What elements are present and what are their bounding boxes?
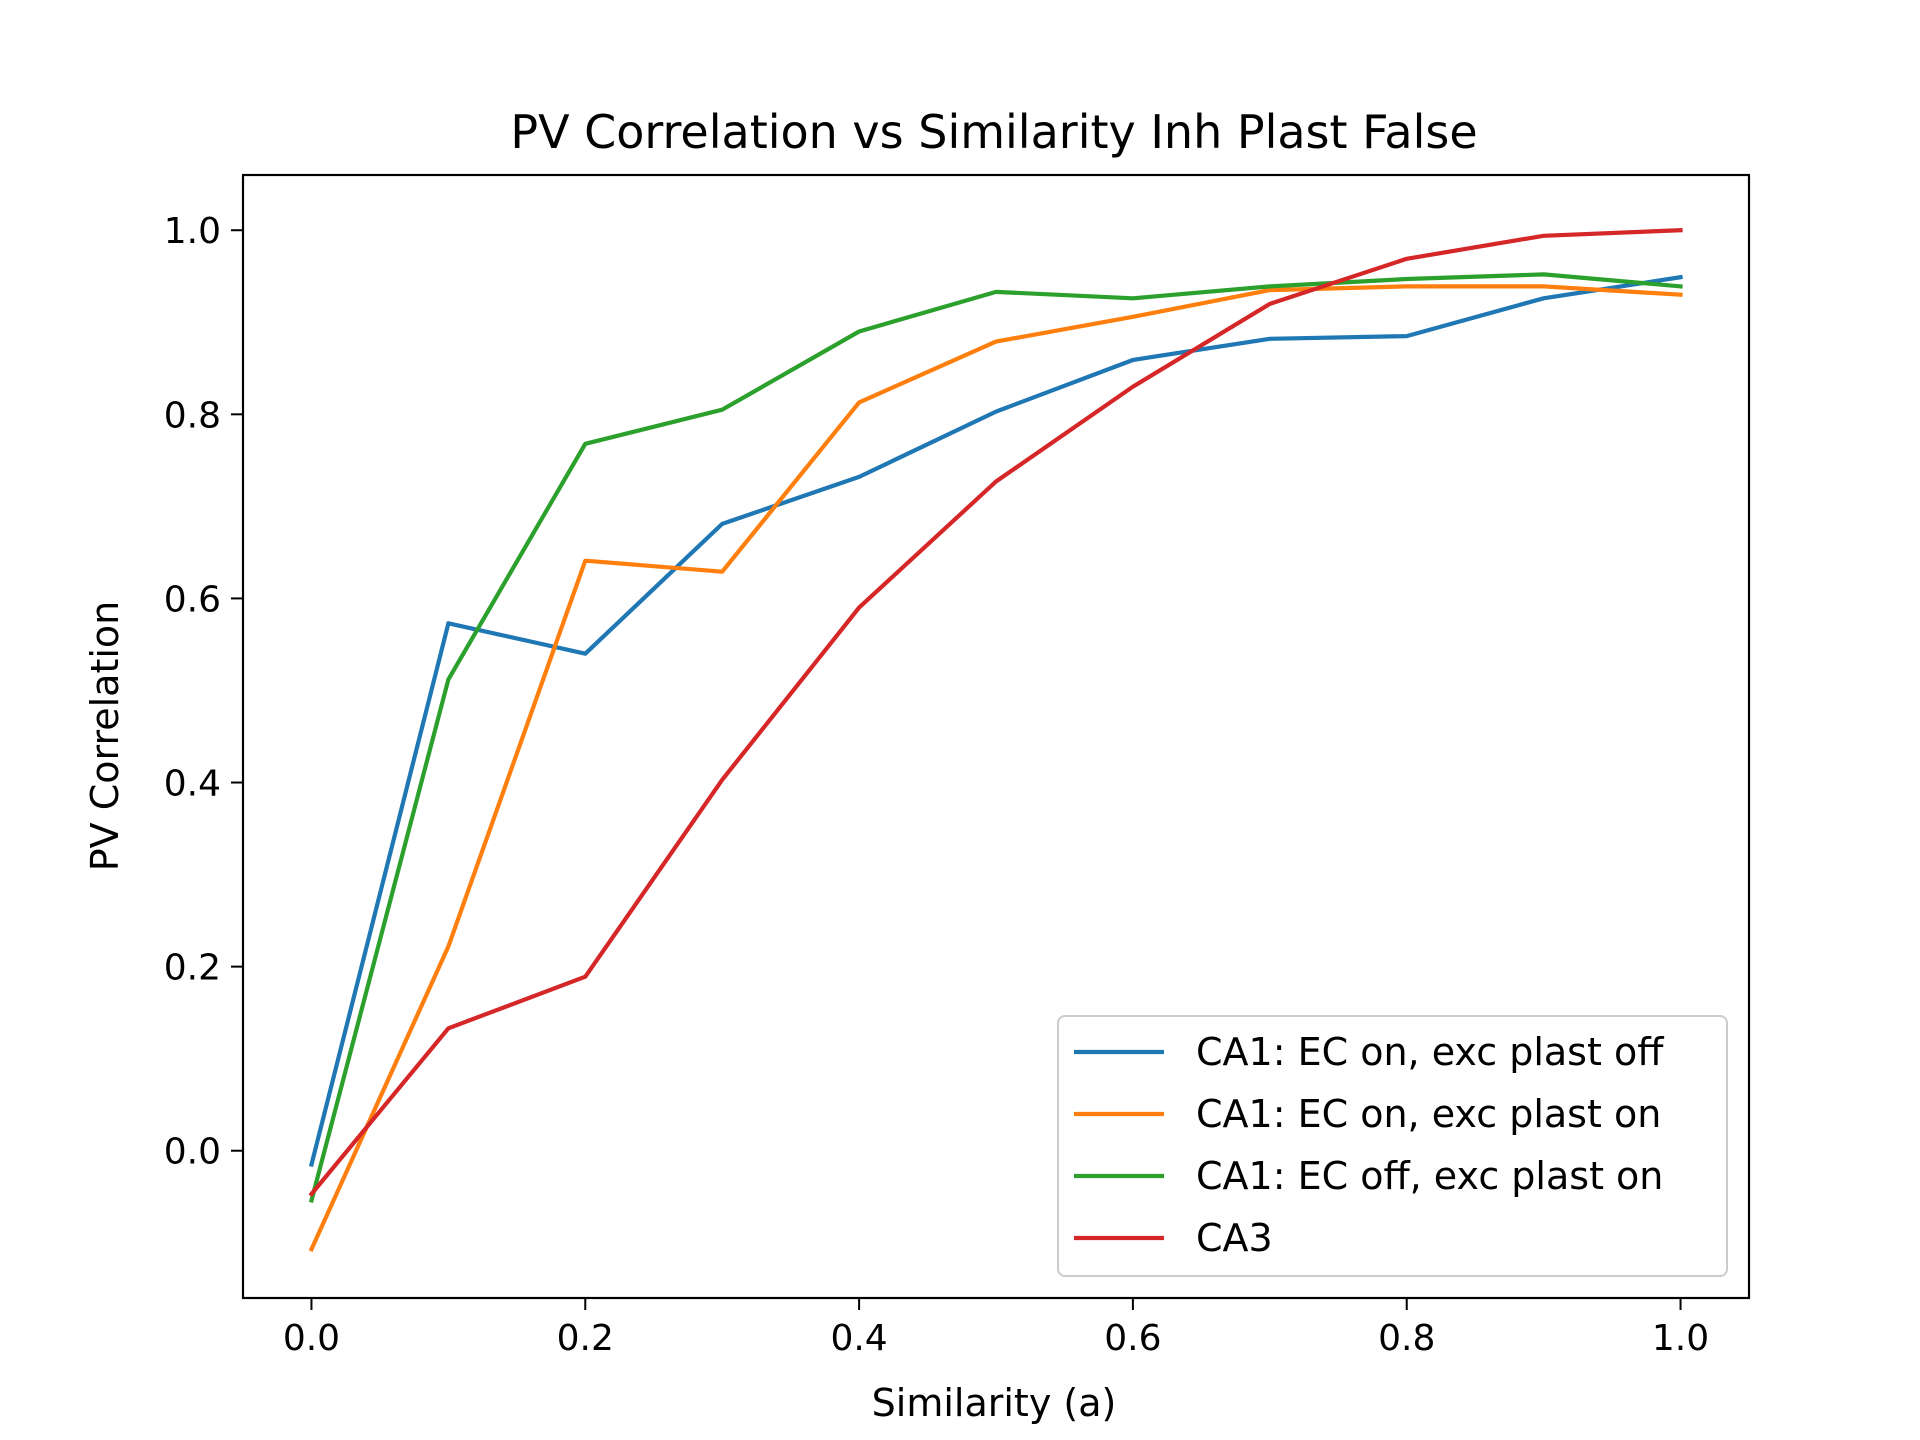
y-tick-label: 0.8: [164, 395, 221, 436]
x-axis: 0.0 0.2 0.4 0.6 0.8 1.0: [283, 1298, 1709, 1359]
y-tick-label: 0.6: [164, 579, 221, 620]
legend-box: [1057, 1015, 1728, 1277]
x-axis-label: Similarity (a): [872, 1381, 1117, 1425]
legend-label: CA1: EC on, exc plast on: [1196, 1092, 1661, 1136]
plot-frame: [241, 173, 1751, 1300]
x-tick-label: 1.0: [1652, 1318, 1709, 1359]
x-tick-label: 0.8: [1378, 1318, 1435, 1359]
series-layer: [308, 228, 1683, 1252]
legend-label: CA3: [1196, 1216, 1273, 1260]
series-line-3: [308, 272, 1683, 1203]
y-tick-label: 0.2: [164, 948, 221, 989]
chart-title: PV Correlation vs Similarity Inh Plast F…: [510, 105, 1477, 159]
series-line-2: [308, 284, 1683, 1252]
y-tick-label: 1.0: [164, 211, 221, 252]
series-line-4: [308, 228, 1683, 1197]
x-tick-label: 0.4: [830, 1318, 887, 1359]
x-tick-label: 0.0: [283, 1318, 340, 1359]
y-tick-label: 0.0: [164, 1132, 221, 1173]
series-line-1: [308, 274, 1683, 1168]
x-tick-label: 0.6: [1104, 1318, 1161, 1359]
x-tick-label: 0.2: [557, 1318, 614, 1359]
legend-label: CA1: EC on, exc plast off: [1196, 1030, 1664, 1074]
y-tick-label: 0.4: [164, 764, 221, 805]
y-axis-label: PV Correlation: [83, 601, 127, 872]
plot-area: [241, 173, 1751, 1300]
legend-label: CA1: EC off, exc plast on: [1196, 1154, 1663, 1198]
legend: CA1: EC on, exc plast off CA1: EC on, exc…: [1057, 1015, 1728, 1277]
y-axis: 0.0 0.2 0.4 0.6 0.8 1.0: [164, 211, 243, 1173]
